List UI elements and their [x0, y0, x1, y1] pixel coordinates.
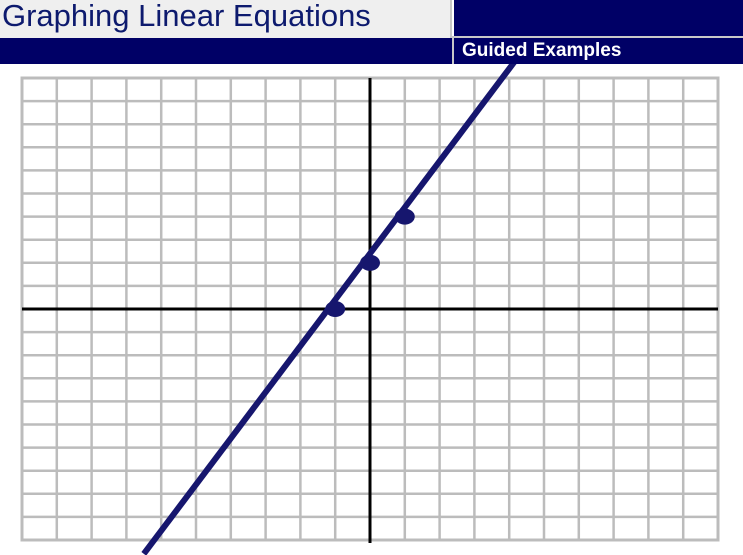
header-rule: [454, 36, 743, 38]
coordinate-graph: [20, 64, 720, 555]
plotted-point: [325, 301, 346, 317]
page-title: Graphing Linear Equations: [2, 0, 371, 33]
plotted-point: [360, 254, 380, 271]
plotted-point: [394, 208, 415, 225]
header-band: [454, 0, 743, 36]
section-subtitle: Guided Examples: [462, 40, 622, 61]
header-divider: [452, 36, 454, 64]
title-panel: Graphing Linear Equations: [0, 0, 452, 38]
subtitle-band: [0, 38, 743, 64]
